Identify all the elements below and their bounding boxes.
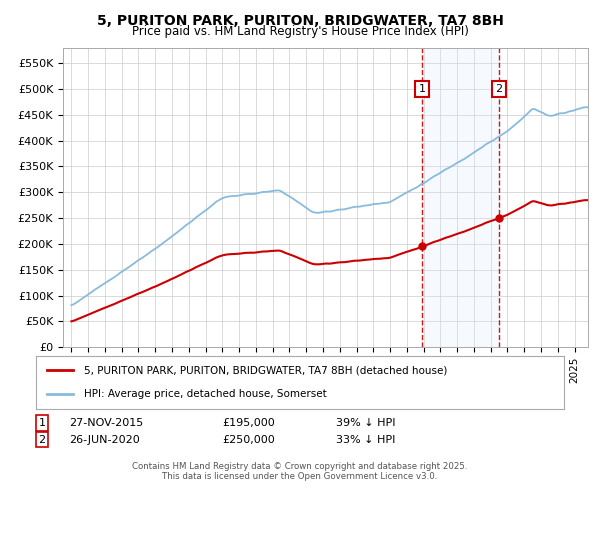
Text: £250,000: £250,000 bbox=[222, 435, 275, 445]
Bar bbox=[422, 48, 499, 347]
Text: £195,000: £195,000 bbox=[222, 418, 275, 428]
Text: 33% ↓ HPI: 33% ↓ HPI bbox=[336, 435, 395, 445]
Text: 5, PURITON PARK, PURITON, BRIDGWATER, TA7 8BH: 5, PURITON PARK, PURITON, BRIDGWATER, TA… bbox=[97, 14, 503, 28]
Text: 5, PURITON PARK, PURITON, BRIDGWATER, TA7 8BH (detached house): 5, PURITON PARK, PURITON, BRIDGWATER, TA… bbox=[83, 366, 447, 376]
Text: HPI: Average price, detached house, Somerset: HPI: Average price, detached house, Some… bbox=[83, 389, 326, 399]
Text: Contains HM Land Registry data © Crown copyright and database right 2025.
This d: Contains HM Land Registry data © Crown c… bbox=[132, 462, 468, 482]
Text: 2: 2 bbox=[496, 84, 503, 94]
Text: 1: 1 bbox=[38, 418, 46, 428]
Text: 26-JUN-2020: 26-JUN-2020 bbox=[69, 435, 140, 445]
Text: Price paid vs. HM Land Registry's House Price Index (HPI): Price paid vs. HM Land Registry's House … bbox=[131, 25, 469, 38]
Text: 27-NOV-2015: 27-NOV-2015 bbox=[69, 418, 143, 428]
Text: 39% ↓ HPI: 39% ↓ HPI bbox=[336, 418, 395, 428]
Text: 1: 1 bbox=[419, 84, 426, 94]
Text: 2: 2 bbox=[38, 435, 46, 445]
